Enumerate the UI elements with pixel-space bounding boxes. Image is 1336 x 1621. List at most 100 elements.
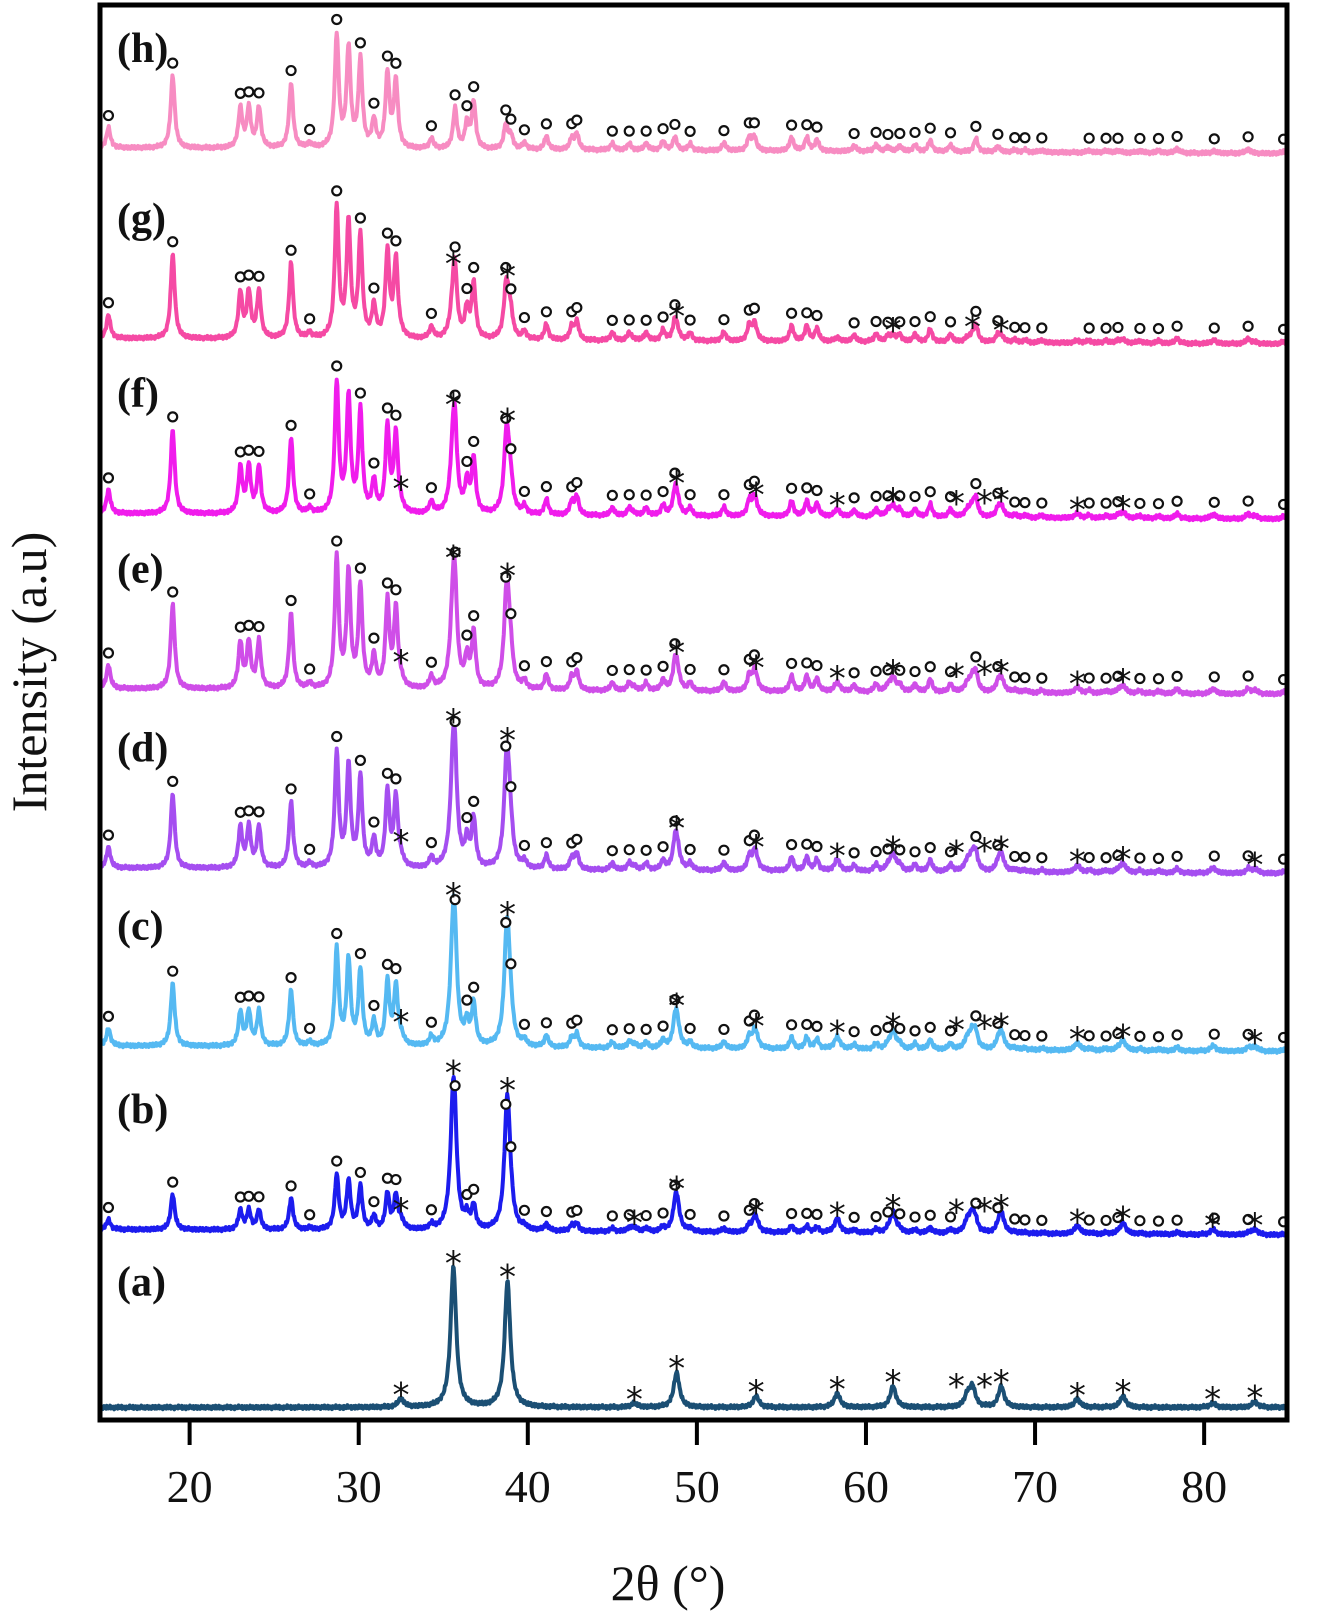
star-marker: * <box>1114 1017 1131 1057</box>
circle-marker <box>500 916 512 929</box>
circle-marker <box>500 1098 512 1110</box>
x-tick-label: 70 <box>1012 1461 1058 1512</box>
circle-marker <box>390 1173 402 1186</box>
circle-marker <box>390 235 402 247</box>
circle-marker <box>944 127 957 139</box>
circle-marker <box>924 311 936 323</box>
circle-marker <box>468 261 480 274</box>
circle-marker <box>801 838 813 850</box>
circle-marker <box>1100 132 1112 144</box>
circle-marker <box>167 411 179 423</box>
star-marker: * <box>993 1363 1010 1403</box>
label-layer: (a) (b) (c) (d) (e) (f) (g) (h) <box>117 26 168 1305</box>
star-marker: * <box>748 1193 765 1233</box>
circle-marker <box>102 472 115 484</box>
star-marker: * <box>964 308 981 348</box>
circle-marker <box>894 664 906 676</box>
circle-marker <box>657 123 669 135</box>
circle-marker <box>992 1202 1004 1214</box>
circle-marker <box>924 661 936 673</box>
circle-marker <box>944 491 957 503</box>
circle-marker <box>304 663 316 675</box>
circle-marker <box>1134 1030 1146 1042</box>
circle-marker <box>505 1141 517 1153</box>
star-marker: * <box>885 481 902 521</box>
circle-marker <box>1100 322 1112 334</box>
star-marker: * <box>885 1363 902 1403</box>
circle-marker <box>381 227 394 239</box>
star-marker: * <box>445 538 462 578</box>
circle-marker <box>500 571 512 583</box>
star-marker: * <box>445 876 462 916</box>
circle-marker <box>718 489 730 501</box>
star-marker: * <box>829 1013 846 1053</box>
circle-marker <box>571 476 583 489</box>
series-label: (a) <box>117 1259 166 1305</box>
circle-marker <box>606 489 618 502</box>
circle-marker <box>1009 671 1021 683</box>
circle-marker <box>1112 670 1124 682</box>
star-marker: * <box>392 1191 409 1231</box>
series-label: (f) <box>117 371 159 417</box>
circle-marker <box>331 13 343 26</box>
circle-marker <box>304 488 316 500</box>
circle-marker <box>811 840 823 853</box>
series-line-d <box>98 720 1289 877</box>
circle-marker <box>285 971 297 984</box>
circle-marker <box>449 1080 461 1092</box>
star-marker: * <box>976 654 993 694</box>
circle-marker <box>1036 1214 1048 1227</box>
circle-marker <box>102 647 115 659</box>
circle-marker <box>1019 497 1031 509</box>
circle-marker <box>167 1176 179 1188</box>
series-label: (e) <box>117 546 164 592</box>
circle-marker <box>540 655 552 668</box>
circle-marker <box>500 740 512 752</box>
star-marker: * <box>499 721 516 761</box>
circle-marker <box>253 1191 265 1203</box>
star-marker: * <box>1069 842 1086 882</box>
circle-marker <box>285 594 297 607</box>
circle-marker <box>540 306 552 318</box>
circle-marker <box>425 120 438 132</box>
circle-marker <box>390 57 402 69</box>
series-label: (g) <box>117 196 166 242</box>
circle-marker <box>1083 1214 1095 1226</box>
circle-marker <box>657 485 669 498</box>
circle-marker <box>718 314 730 326</box>
star-marker: * <box>1204 1380 1221 1420</box>
circle-marker <box>970 830 982 843</box>
circle-marker <box>924 842 936 854</box>
circle-marker <box>785 657 798 670</box>
circle-marker <box>909 316 921 328</box>
star-marker: * <box>626 1204 643 1244</box>
star-marker: * <box>948 833 965 873</box>
circle-marker <box>425 1204 438 1216</box>
star-marker: * <box>829 1370 846 1410</box>
circle-marker <box>785 839 798 851</box>
star-marker: * <box>1114 489 1131 529</box>
star-marker: * <box>829 836 846 876</box>
circle-marker <box>1036 497 1048 509</box>
circle-marker <box>304 843 316 855</box>
circle-marker <box>102 829 115 841</box>
circle-marker <box>1019 1029 1031 1042</box>
circle-marker <box>425 656 438 668</box>
circle-marker <box>425 307 438 320</box>
circle-marker <box>870 315 882 328</box>
circle-marker <box>304 1209 316 1221</box>
circle-marker <box>882 1021 894 1033</box>
circle-marker <box>1019 132 1031 144</box>
circle-marker <box>468 795 480 807</box>
circle-marker <box>540 1017 552 1029</box>
star-marker: * <box>748 1007 765 1047</box>
circle-marker <box>1208 496 1220 508</box>
star-marker: * <box>976 1008 993 1048</box>
circle-marker <box>669 815 681 827</box>
circle-marker <box>1083 132 1095 144</box>
x-tick-label: 60 <box>843 1461 889 1512</box>
circle-marker <box>461 629 473 641</box>
circle-marker <box>1019 672 1031 684</box>
x-tick-label: 80 <box>1181 1461 1227 1512</box>
